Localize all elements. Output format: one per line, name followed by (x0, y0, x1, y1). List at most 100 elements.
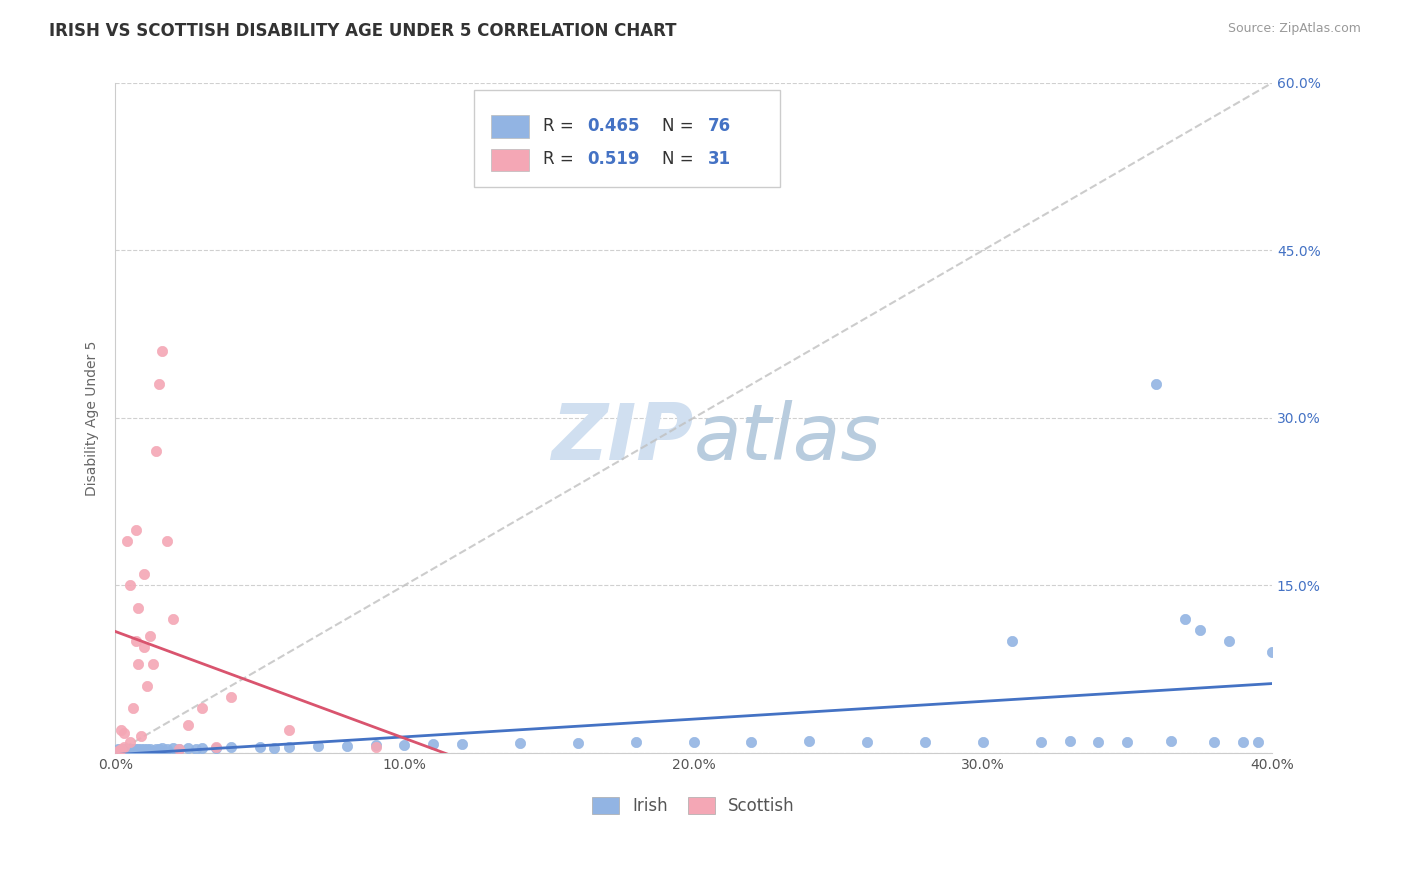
Point (134, 743, 156, 757)
Point (1204, 734, 1226, 748)
Point (176, 718, 198, 732)
Point (112, 743, 135, 757)
Point (118, 734, 141, 748)
Point (115, 743, 138, 757)
Point (162, 741, 184, 756)
Point (124, 523, 146, 537)
Point (1160, 733, 1182, 747)
FancyBboxPatch shape (491, 149, 530, 171)
Text: N =: N = (662, 117, 699, 135)
Point (914, 734, 936, 748)
Text: atlas: atlas (693, 400, 882, 476)
Legend: Irish, Scottish: Irish, Scottish (586, 790, 801, 822)
Point (112, 742, 135, 756)
Point (176, 741, 198, 756)
Point (191, 701, 214, 715)
Point (364, 738, 387, 752)
Point (107, 743, 129, 757)
Text: 76: 76 (707, 117, 731, 135)
Point (139, 629, 162, 643)
Point (112, 745, 135, 759)
Point (156, 742, 179, 756)
Point (162, 612, 184, 626)
Point (148, 377, 170, 392)
Point (219, 690, 242, 704)
Point (115, 533, 138, 548)
Point (121, 745, 143, 759)
Text: R =: R = (543, 117, 579, 135)
Point (110, 745, 132, 759)
Point (1059, 733, 1081, 747)
Point (145, 742, 167, 756)
Point (148, 742, 170, 756)
Point (129, 743, 152, 757)
Point (136, 742, 159, 756)
Point (150, 343, 173, 358)
Point (156, 533, 179, 548)
Point (451, 737, 474, 751)
Point (110, 743, 132, 757)
Point (567, 736, 589, 750)
Point (263, 741, 285, 756)
Text: R =: R = (543, 151, 579, 169)
Point (145, 444, 167, 458)
Point (191, 741, 214, 756)
FancyBboxPatch shape (474, 89, 780, 186)
Point (124, 742, 146, 756)
Point (799, 733, 821, 747)
Point (127, 742, 149, 756)
Text: 31: 31 (707, 151, 731, 169)
Point (110, 743, 132, 757)
Point (856, 734, 879, 748)
Point (121, 743, 143, 757)
Point (336, 739, 359, 753)
Point (972, 734, 994, 748)
Point (364, 740, 387, 755)
Point (249, 740, 271, 755)
Point (129, 729, 152, 743)
Point (127, 657, 149, 671)
Point (186, 742, 208, 756)
Point (1188, 623, 1211, 637)
Point (121, 742, 143, 756)
Y-axis label: Disability Age Under 5: Disability Age Under 5 (86, 340, 100, 496)
Point (112, 725, 135, 739)
Point (682, 734, 704, 748)
Point (277, 740, 299, 755)
Point (107, 745, 129, 759)
Point (1144, 377, 1167, 392)
Point (1232, 734, 1254, 748)
Point (277, 723, 299, 738)
Point (127, 743, 149, 757)
Point (167, 742, 190, 756)
Point (118, 578, 141, 592)
Point (509, 736, 531, 750)
Point (107, 742, 129, 756)
Point (150, 741, 173, 756)
FancyBboxPatch shape (491, 115, 530, 138)
Point (219, 740, 242, 755)
Point (1174, 612, 1197, 626)
Point (118, 743, 141, 757)
Point (624, 734, 647, 748)
Point (107, 743, 129, 757)
Point (129, 742, 152, 756)
Point (167, 742, 190, 756)
Point (127, 600, 149, 615)
Point (118, 745, 141, 759)
Text: ZIP: ZIP (551, 400, 693, 476)
Point (205, 741, 228, 756)
Point (124, 743, 146, 757)
Point (118, 743, 141, 757)
Point (1218, 634, 1240, 648)
Point (110, 723, 132, 738)
Point (115, 742, 138, 756)
Point (142, 657, 165, 671)
Point (121, 701, 143, 715)
Text: N =: N = (662, 151, 699, 169)
Point (1029, 734, 1052, 748)
Point (136, 679, 159, 693)
Point (740, 734, 762, 748)
Point (307, 739, 329, 753)
Point (1261, 645, 1284, 659)
